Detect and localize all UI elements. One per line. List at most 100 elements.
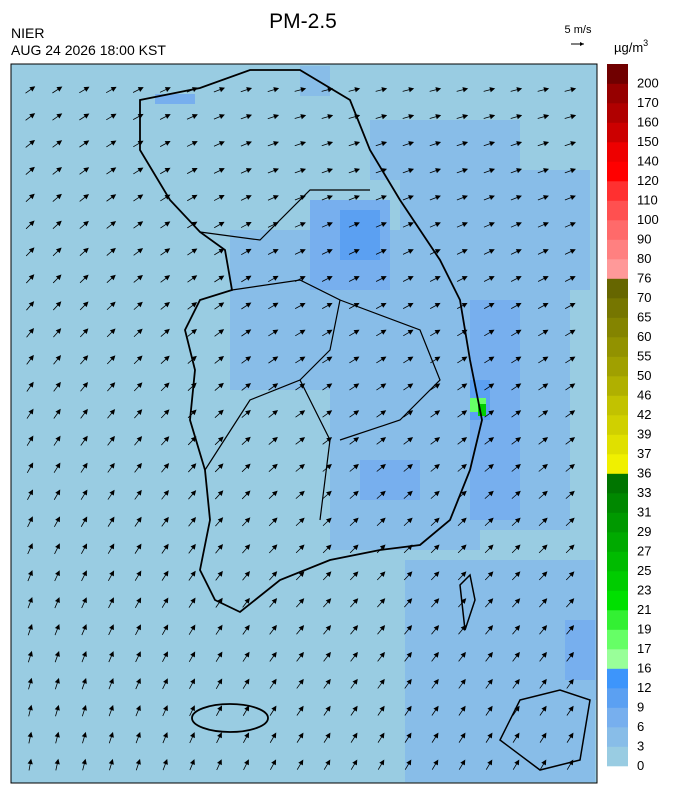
- wind-arrow: [456, 168, 469, 174]
- colorbar-label: 33: [637, 485, 651, 500]
- wind-arrow: [161, 624, 169, 635]
- wind-arrow: [188, 651, 196, 662]
- wind-arrow: [321, 249, 333, 255]
- wind-arrow: [160, 167, 171, 175]
- wind-arrow: [270, 759, 277, 771]
- wind-arrow: [457, 463, 467, 472]
- wind-arrow: [565, 383, 576, 391]
- colorbar-label: 37: [637, 446, 651, 461]
- wind-arrow: [53, 435, 61, 446]
- wind-arrow: [186, 114, 198, 120]
- wind-arrow: [188, 597, 196, 608]
- title: PM-2.5: [269, 10, 337, 33]
- wind-arrow: [566, 625, 575, 635]
- wind-arrow: [429, 302, 441, 310]
- colorbar-swatch: [607, 161, 628, 182]
- colorbar-label: 90: [637, 232, 651, 247]
- wind-arrow: [295, 517, 305, 527]
- wind-arrow: [349, 463, 359, 472]
- wind-arrow: [511, 517, 521, 527]
- wind-arrow: [241, 490, 251, 500]
- wind-arrow: [79, 220, 89, 229]
- wind-arrow: [458, 598, 467, 608]
- wind-arrow: [483, 195, 495, 201]
- wind-arrow: [321, 141, 334, 147]
- wind-arrow: [348, 195, 360, 201]
- wind-arrow: [322, 463, 332, 472]
- wind-arrow: [79, 301, 89, 311]
- wind-arrow: [80, 516, 88, 527]
- wind-arrow: [27, 758, 33, 771]
- wind-arrow: [431, 705, 439, 716]
- colorbar-swatch: [607, 356, 628, 377]
- wind-arrow: [187, 194, 198, 202]
- wind-arrow: [186, 167, 198, 174]
- wind-arrow: [402, 168, 415, 174]
- wind-arrow: [510, 222, 522, 228]
- wind-arrow: [457, 410, 468, 418]
- wind-arrow: [240, 195, 252, 201]
- wind-arrow: [160, 301, 170, 310]
- wind-arrow: [323, 732, 331, 743]
- wind-arrow: [52, 301, 62, 311]
- wind-arrow: [431, 598, 440, 608]
- wind-arrow: [160, 248, 171, 256]
- wind-arrow: [485, 598, 494, 608]
- wind-arrow: [26, 354, 34, 365]
- colorbar-swatch: [607, 493, 628, 513]
- wind-arrow: [106, 113, 117, 121]
- wind-arrow: [52, 247, 62, 257]
- colorbar-swatch: [607, 239, 628, 260]
- wind-arrow: [321, 302, 333, 310]
- wind-arrow: [456, 276, 468, 282]
- colorbar-swatch: [607, 142, 628, 162]
- wind-arrow: [483, 249, 495, 255]
- wind-arrow: [242, 597, 250, 608]
- wind-arrow: [484, 544, 494, 554]
- colorbar-label: 3: [637, 739, 644, 754]
- wind-arrow: [27, 570, 33, 582]
- wind-arrow: [132, 113, 144, 120]
- wind-arrow: [512, 651, 520, 662]
- wind-arrow: [25, 113, 36, 121]
- wind-arrow: [402, 141, 415, 147]
- wind-arrow: [79, 328, 89, 338]
- wind-arrow: [107, 516, 115, 527]
- wind-arrow: [80, 382, 89, 392]
- wind-arrow: [54, 758, 60, 771]
- wind-arrow: [456, 222, 468, 228]
- wind-arrow: [133, 248, 144, 256]
- wind-arrow: [215, 570, 223, 581]
- wind-arrow: [537, 249, 549, 255]
- wind-arrow: [321, 222, 333, 228]
- wind-arrow: [539, 651, 547, 662]
- unit: µg/m3: [614, 38, 648, 55]
- wind-arrow: [483, 302, 495, 310]
- datetime: AUG 24 2026 18:00 KST: [11, 42, 166, 58]
- wind-arrow: [350, 651, 358, 662]
- map-frame: [10, 63, 598, 784]
- wind-arrow: [187, 436, 197, 446]
- colorbar-swatch: [607, 337, 628, 357]
- wind-arrow: [240, 141, 252, 147]
- wind-arrow: [134, 409, 143, 419]
- wind-arrow: [25, 220, 35, 230]
- wind-arrow: [132, 87, 144, 93]
- wind-arrow: [456, 87, 469, 93]
- colorbar-swatch: [607, 512, 628, 533]
- wind-arrow: [268, 356, 279, 364]
- islands: [459, 573, 591, 771]
- wind-arrow: [564, 195, 576, 201]
- wind-arrow: [294, 195, 306, 201]
- colorbar-label: 70: [637, 290, 651, 305]
- colorbar-label: 9: [637, 700, 644, 715]
- wind-arrow: [323, 598, 332, 608]
- wind-arrow: [267, 87, 280, 93]
- wind-arrow: [375, 222, 387, 228]
- wind-arrow: [106, 194, 117, 202]
- wind-arrow: [350, 732, 358, 743]
- wind-arrow: [108, 624, 114, 636]
- wind-arrow: [133, 355, 143, 365]
- wind-arrow: [430, 544, 440, 554]
